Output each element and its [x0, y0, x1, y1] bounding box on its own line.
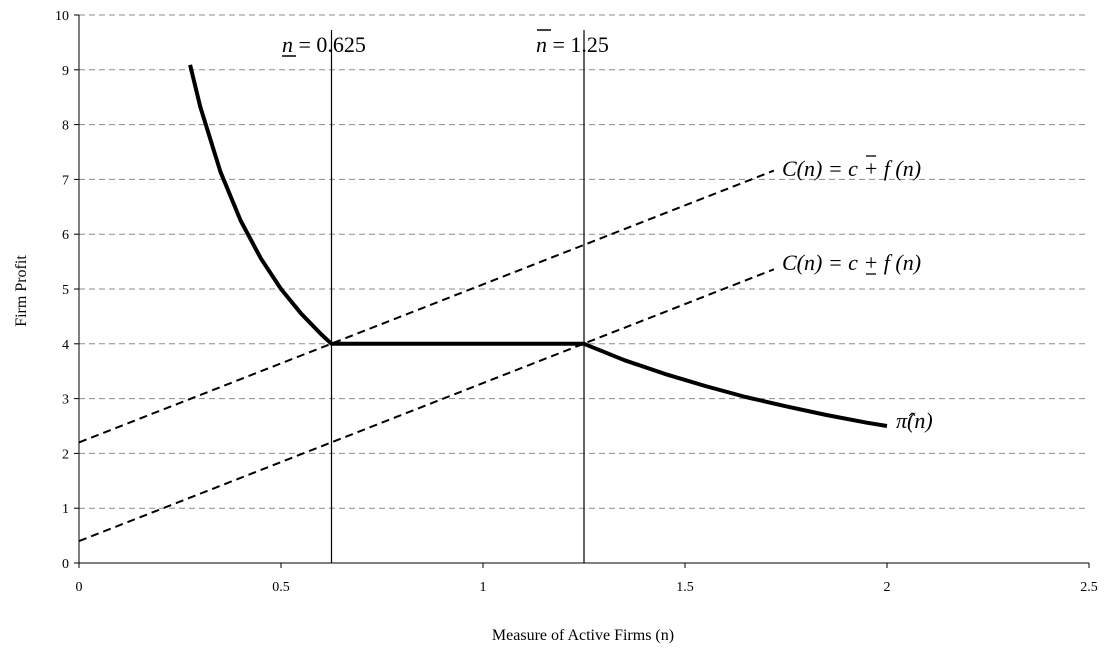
annotation-cost-low: C(n) = c + f (n)	[782, 250, 921, 275]
annotation-cost-low-post: + f (n)	[858, 250, 921, 275]
annotation-n-upper: n = 1.25	[536, 32, 609, 57]
annotation-n-lower-var: n	[282, 32, 293, 57]
annotation-cost-high-c: c	[848, 156, 858, 181]
x-tick-label-3: 1.5	[676, 580, 694, 595]
axes	[74, 14, 1090, 568]
y-tick-label-5: 5	[62, 283, 69, 298]
y-tick-label-0: 0	[62, 557, 69, 572]
x-tick-label-5: 2.5	[1080, 580, 1098, 595]
y-tick-label-2: 2	[62, 447, 69, 462]
annotation-cost-high-post: + f (n)	[858, 156, 921, 181]
cost-line-2	[78, 268, 775, 543]
y-tick-label-8: 8	[62, 119, 69, 134]
annotation-cost-low-c: c	[848, 250, 858, 275]
y-tick-label-6: 6	[62, 228, 69, 243]
x-tick-label-0: 0	[76, 580, 83, 595]
threshold-lines	[330, 30, 585, 563]
y-axis-title: Firm Profit	[13, 255, 30, 327]
annotation-n-lower: n = 0.625	[282, 32, 366, 57]
annotation-cost-high: C(n) = c + f (n)	[782, 156, 921, 181]
cost-line-1	[78, 169, 775, 444]
annotation-pi-hat-post: (n)	[907, 408, 933, 433]
x-tick-label-1: 0.5	[272, 580, 290, 595]
y-tick-label-9: 9	[62, 64, 69, 79]
y-tick-label-7: 7	[62, 173, 69, 188]
annotation-n-upper-eq: = 1.25	[547, 32, 609, 57]
y-tick-label-10: 10	[55, 9, 69, 24]
y-tick-label-1: 1	[62, 502, 69, 517]
x-axis-title: Measure of Active Firms (n)	[492, 627, 674, 644]
y-tick-label-3: 3	[62, 393, 69, 408]
annotation-cost-low-pre: C(n) =	[782, 250, 848, 275]
x-tick-label-4: 2	[884, 580, 891, 595]
annotation-cost-high-pre: C(n) =	[782, 156, 848, 181]
annotation-n-upper-var: n	[536, 32, 547, 57]
annotation-n-lower-eq: = 0.625	[293, 32, 366, 57]
tick-labels: 0 1 2 3 4 5 6 7 8 9 10 0 0.5 1 1.5 2 2.5	[55, 9, 1098, 595]
profit-curve	[188, 64, 888, 428]
series-lines	[78, 64, 888, 543]
y-tick-label-4: 4	[62, 338, 69, 353]
x-tick-label-2: 1	[480, 580, 487, 595]
annotation-pi-hat: π̂(n)	[896, 408, 933, 433]
